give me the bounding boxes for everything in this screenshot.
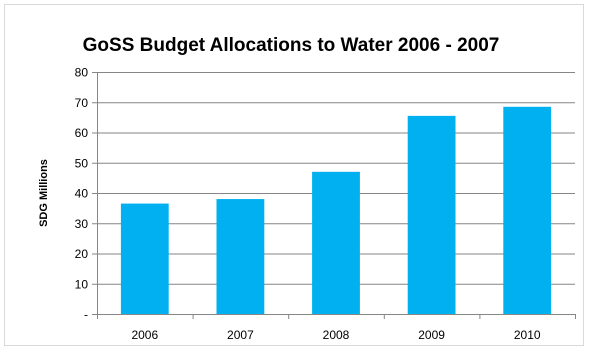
- y-tick-label: 40: [75, 187, 89, 201]
- y-tick-label: 10: [75, 277, 89, 291]
- y-tick-labels: - 10 20 30 40 50 60 70 80: [75, 66, 89, 322]
- chart-frame: GoSS Budget Allocations to Water 2006 - …: [4, 4, 584, 346]
- y-tick-label: 20: [75, 247, 89, 261]
- bar-2007: [216, 199, 265, 314]
- bar-chart: GoSS Budget Allocations to Water 2006 - …: [38, 35, 576, 342]
- axes: [92, 72, 576, 319]
- y-tick-label: 80: [75, 66, 89, 80]
- y-tick-label: 70: [75, 96, 89, 110]
- bar-2008: [312, 171, 360, 314]
- y-tick-label: -: [84, 308, 88, 322]
- y-tick-label: 30: [75, 217, 89, 231]
- bar-2009: [407, 115, 456, 314]
- x-tick-label: 2008: [323, 328, 350, 342]
- y-axis-label: SDG Millions: [38, 159, 50, 227]
- chart-title: GoSS Budget Allocations to Water 2006 - …: [83, 35, 500, 56]
- x-tick-labels: 2006 2007 2008 2009 2010: [131, 328, 540, 342]
- y-tick-label: 60: [75, 126, 89, 140]
- x-tick-label: 2010: [514, 328, 541, 342]
- x-tick-label: 2007: [227, 328, 254, 342]
- x-tick-label: 2009: [418, 328, 445, 342]
- y-tick-label: 50: [75, 156, 89, 170]
- bar-2010: [503, 106, 552, 314]
- x-tick-label: 2006: [131, 328, 158, 342]
- bar-2006: [120, 203, 169, 314]
- bars: [120, 106, 552, 314]
